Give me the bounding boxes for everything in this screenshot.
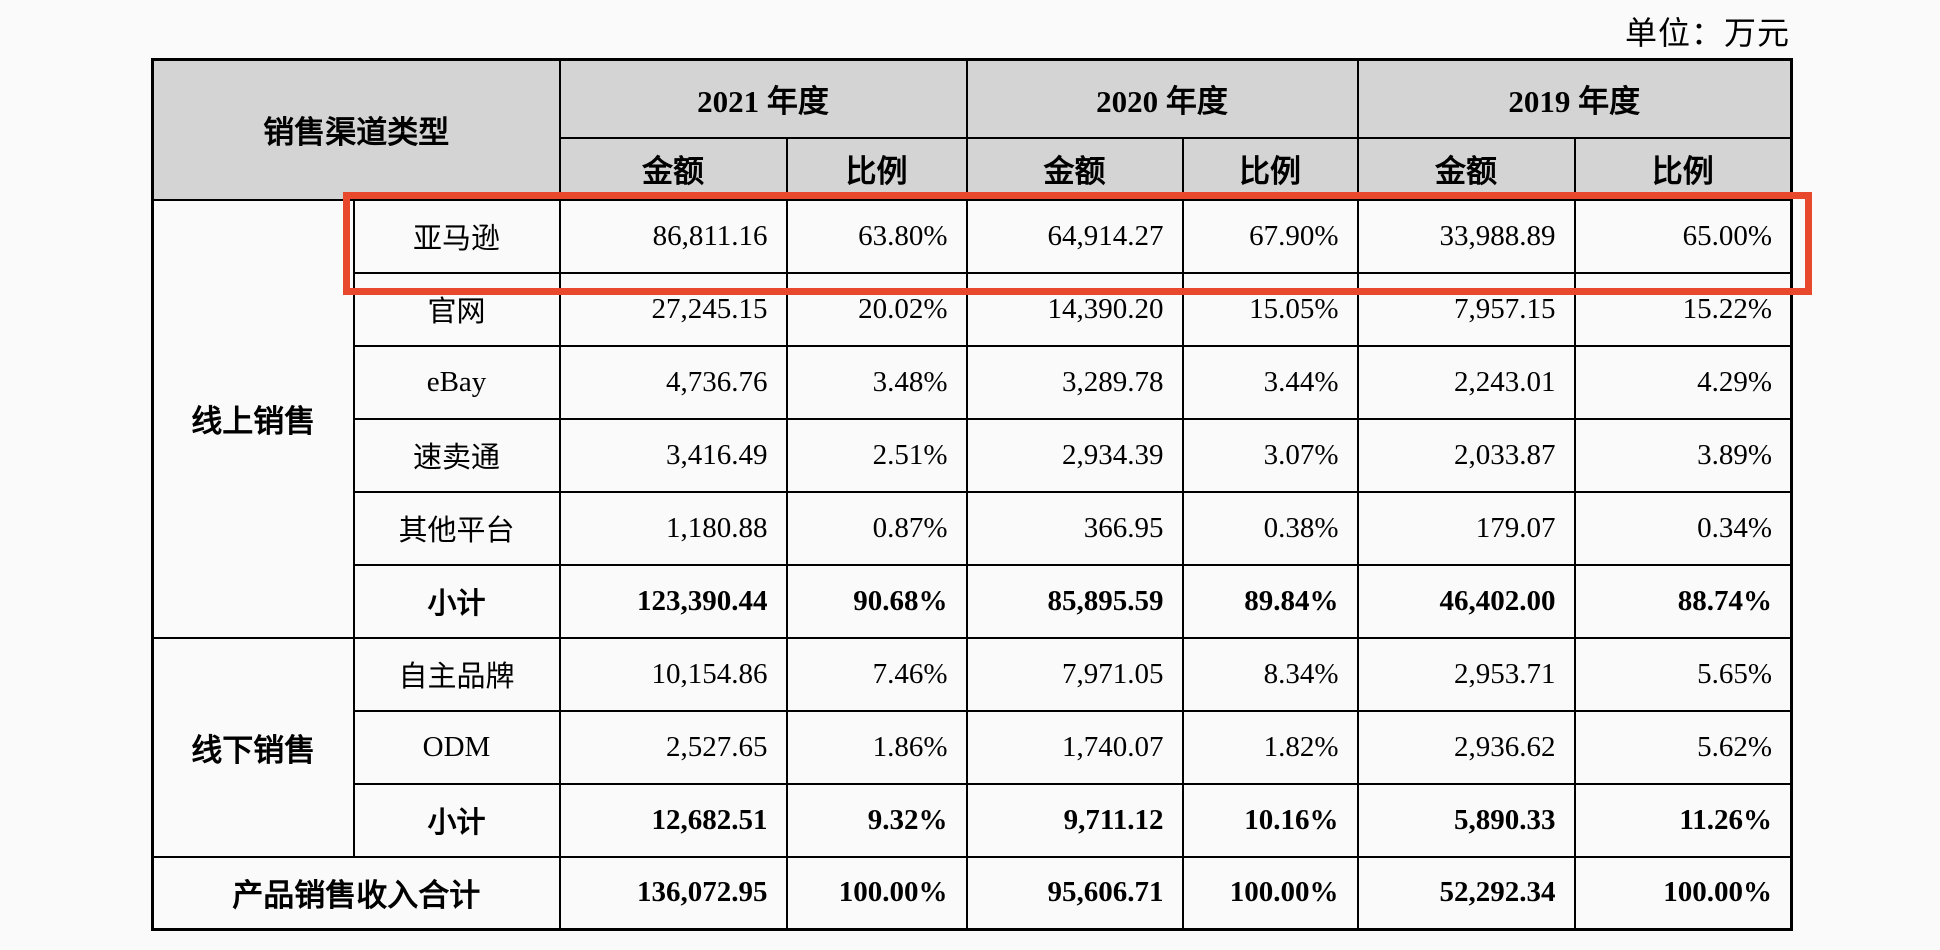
header-ratio-2019: 比例	[1573, 136, 1793, 201]
amount-cell: 136,072.95	[558, 855, 788, 931]
amount-cell: 10,154.86	[558, 636, 788, 712]
header-row-years: 销售渠道类型 2021 年度 2020 年度 2019 年度	[151, 58, 1793, 201]
table-row-ebay: eBay 4,736.76 3.48% 3,289.78 3.44% 2,243…	[153, 344, 1793, 420]
amount-cell: 52,292.34	[1356, 855, 1576, 931]
ratio-cell: 100.00%	[1181, 855, 1359, 931]
ratio-cell: 65.00%	[1573, 198, 1793, 274]
channel-cell: 其他平台	[352, 490, 561, 566]
channel-cell: 官网	[352, 271, 561, 347]
table-row-own-brand: 线下销售 自主品牌 10,154.86 7.46% 7,971.05 8.34%…	[151, 636, 1793, 858]
subtotal-label: 小计	[352, 782, 561, 858]
amount-cell: 9,711.12	[965, 782, 1184, 858]
amount-cell: 5,890.33	[1356, 782, 1576, 858]
ratio-cell: 3.48%	[785, 344, 968, 420]
group-label-online: 线上销售	[151, 198, 355, 639]
header-year-2020: 2020 年度	[965, 58, 1359, 139]
table-row-amazon: 线上销售 亚马逊 86,811.16 63.80% 64,914.27 67.9…	[151, 198, 1793, 639]
amount-cell: 95,606.71	[965, 855, 1184, 931]
ratio-cell: 1.82%	[1181, 709, 1359, 785]
ratio-cell: 90.68%	[785, 563, 968, 639]
header-amount-2021: 金额	[558, 136, 788, 201]
amount-cell: 2,243.01	[1356, 344, 1576, 420]
channel-cell: 速卖通	[352, 417, 561, 493]
ratio-cell: 15.22%	[1573, 271, 1793, 347]
ratio-cell: 9.32%	[785, 782, 968, 858]
header-amount-2020: 金额	[965, 136, 1184, 201]
channel-cell: 亚马逊	[352, 198, 561, 274]
ratio-cell: 8.34%	[1181, 636, 1359, 712]
amount-cell: 46,402.00	[1356, 563, 1576, 639]
subtotal-label: 小计	[352, 563, 561, 639]
amount-cell: 2,953.71	[1356, 636, 1576, 712]
table-row-grand-total: 产品销售收入合计 136,072.95 100.00% 95,606.71 10…	[151, 855, 1793, 931]
ratio-cell: 7.46%	[785, 636, 968, 712]
amount-cell: 2,033.87	[1356, 417, 1576, 493]
ratio-cell: 0.34%	[1573, 490, 1793, 566]
grand-total-label: 产品销售收入合计	[151, 855, 561, 931]
header-year-2021: 2021 年度	[558, 58, 968, 139]
amount-cell: 179.07	[1356, 490, 1576, 566]
header-row-subcolumns: 金额 比例 金额 比例 金额 比例	[153, 136, 1793, 201]
channel-cell: ODM	[352, 709, 561, 785]
header-ratio-2020: 比例	[1181, 136, 1359, 201]
header-amount-2019: 金额	[1356, 136, 1576, 201]
group-label-offline: 线下销售	[151, 636, 355, 858]
amount-cell: 2,527.65	[558, 709, 788, 785]
sales-channel-table: 销售渠道类型 2021 年度 2020 年度 2019 年度 金额 比例 金额 …	[151, 58, 1793, 931]
ratio-cell: 15.05%	[1181, 271, 1359, 347]
amount-cell: 1,180.88	[558, 490, 788, 566]
ratio-cell: 3.89%	[1573, 417, 1793, 493]
amount-cell: 1,740.07	[965, 709, 1184, 785]
ratio-cell: 2.51%	[785, 417, 968, 493]
amount-cell: 4,736.76	[558, 344, 788, 420]
ratio-cell: 63.80%	[785, 198, 968, 274]
table-row-online-subtotal: 小计 123,390.44 90.68% 85,895.59 89.84% 46…	[153, 563, 1793, 639]
amount-cell: 3,289.78	[965, 344, 1184, 420]
ratio-cell: 1.86%	[785, 709, 968, 785]
unit-note: 单位：万元	[1624, 15, 1790, 51]
amount-cell: 2,934.39	[965, 417, 1184, 493]
ratio-cell: 4.29%	[1573, 344, 1793, 420]
ratio-cell: 3.44%	[1181, 344, 1359, 420]
ratio-cell: 88.74%	[1573, 563, 1793, 639]
ratio-cell: 3.07%	[1181, 417, 1359, 493]
ratio-cell: 5.62%	[1573, 709, 1793, 785]
table-row-offline-subtotal: 小计 12,682.51 9.32% 9,711.12 10.16% 5,890…	[153, 782, 1793, 858]
amount-cell: 86,811.16	[558, 198, 788, 274]
amount-cell: 14,390.20	[965, 271, 1184, 347]
amount-cell: 64,914.27	[965, 198, 1184, 274]
ratio-cell: 10.16%	[1181, 782, 1359, 858]
amount-cell: 7,957.15	[1356, 271, 1576, 347]
ratio-cell: 0.38%	[1181, 490, 1359, 566]
channel-cell: eBay	[352, 344, 561, 420]
amount-cell: 12,682.51	[558, 782, 788, 858]
ratio-cell: 20.02%	[785, 271, 968, 347]
table-row-official-site: 官网 27,245.15 20.02% 14,390.20 15.05% 7,9…	[153, 271, 1793, 347]
amount-cell: 2,936.62	[1356, 709, 1576, 785]
amount-cell: 366.95	[965, 490, 1184, 566]
table-row-other-platforms: 其他平台 1,180.88 0.87% 366.95 0.38% 179.07 …	[153, 490, 1793, 566]
ratio-cell: 0.87%	[785, 490, 968, 566]
channel-cell: 自主品牌	[352, 636, 561, 712]
ratio-cell: 5.65%	[1573, 636, 1793, 712]
header-ratio-2021: 比例	[785, 136, 968, 201]
ratio-cell: 11.26%	[1573, 782, 1793, 858]
ratio-cell: 100.00%	[1573, 855, 1793, 931]
table-row-aliexpress: 速卖通 3,416.49 2.51% 2,934.39 3.07% 2,033.…	[153, 417, 1793, 493]
header-channel-type: 销售渠道类型	[151, 58, 561, 201]
amount-cell: 3,416.49	[558, 417, 788, 493]
amount-cell: 27,245.15	[558, 271, 788, 347]
header-year-2019: 2019 年度	[1356, 58, 1793, 139]
table-row-odm: ODM 2,527.65 1.86% 1,740.07 1.82% 2,936.…	[153, 709, 1793, 785]
amount-cell: 85,895.59	[965, 563, 1184, 639]
amount-cell: 7,971.05	[965, 636, 1184, 712]
amount-cell: 33,988.89	[1356, 198, 1576, 274]
amount-cell: 123,390.44	[558, 563, 788, 639]
ratio-cell: 89.84%	[1181, 563, 1359, 639]
ratio-cell: 100.00%	[785, 855, 968, 931]
ratio-cell: 67.90%	[1181, 198, 1359, 274]
